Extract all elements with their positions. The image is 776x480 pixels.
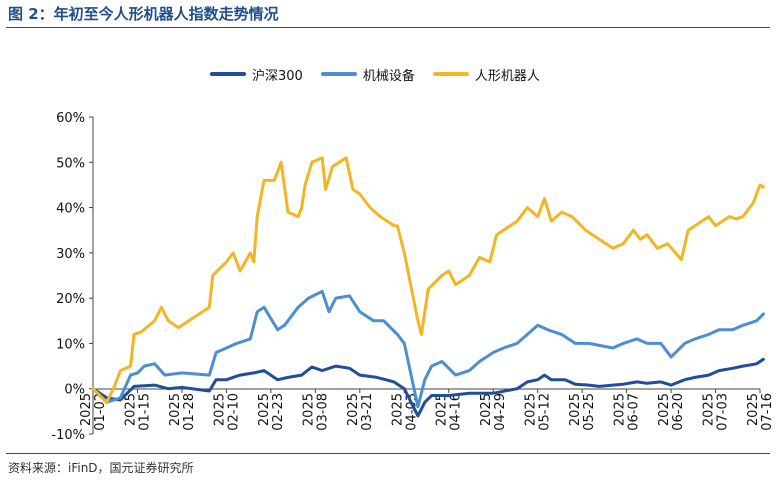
x-tick-label-date: 05-12 xyxy=(538,393,553,431)
x-tick-label-date: 01-02 xyxy=(93,393,108,431)
x-tick-label-date: 07-03 xyxy=(716,393,731,431)
x-tick-label-date: 02-23 xyxy=(271,393,286,431)
y-tick-label: 40% xyxy=(56,202,85,217)
x-tick-label: 2025 01-02 xyxy=(79,393,108,431)
x-tick-label-year: 2025 xyxy=(301,393,316,426)
x-tick-label: 2025 04-29 xyxy=(479,393,508,431)
x-tick-label-year: 2025 xyxy=(613,393,628,426)
x-tick-label: 2025 01-15 xyxy=(123,393,152,431)
x-tick-label: 2025 03-21 xyxy=(346,393,375,431)
x-tick-label-year: 2025 xyxy=(657,393,672,426)
x-tick-label-year: 2025 xyxy=(568,393,583,426)
x-tick-label-year: 2025 xyxy=(479,393,494,426)
legend-label-humanoid: 人形机器人 xyxy=(474,68,540,84)
chart-legend: 沪深300 机械设备 人形机器人 xyxy=(210,64,540,84)
x-tick-label-year: 2025 xyxy=(746,393,761,426)
x-tick-label-date: 04-29 xyxy=(493,393,508,431)
x-tick-label: 2025 05-12 xyxy=(524,393,553,431)
x-tick-label-year: 2025 xyxy=(346,393,361,426)
x-tick-label: 2025 06-07 xyxy=(613,393,642,431)
legend-item-hs300: 沪深300 xyxy=(210,65,303,84)
y-tick-label: 60% xyxy=(56,111,85,126)
series-line-1 xyxy=(91,289,765,409)
legend-swatch-hs300 xyxy=(210,72,246,76)
legend-label-hs300: 沪深300 xyxy=(252,68,303,84)
y-tick-label: -10% xyxy=(51,428,85,443)
x-tick-label-year: 2025 xyxy=(702,393,717,426)
x-tick-label: 2025 03-08 xyxy=(301,393,330,431)
x-tick-label-year: 2025 xyxy=(212,393,227,426)
x-tick-label-year: 2025 xyxy=(168,393,183,426)
y-tick-label: 10% xyxy=(56,337,85,352)
footer-divider xyxy=(6,453,770,454)
x-tick-label-year: 2025 xyxy=(79,393,94,426)
legend-item-humanoid: 人形机器人 xyxy=(432,65,540,84)
x-tick-label-date: 07-16 xyxy=(760,393,775,431)
x-tick-label: 2025 02-10 xyxy=(212,393,241,431)
x-tick-label: 2025 07-16 xyxy=(746,393,775,431)
x-tick-label-date: 05-25 xyxy=(582,393,597,431)
x-tick-label: 2025 02-23 xyxy=(257,393,286,431)
x-tick-label-year: 2025 xyxy=(390,393,405,426)
x-tick-label-date: 06-20 xyxy=(671,393,686,431)
x-tick-label-date: 03-21 xyxy=(360,393,375,431)
legend-swatch-humanoid xyxy=(432,72,469,76)
y-tick-label: 20% xyxy=(56,292,85,307)
figure-title: 图 2：年初至今人形机器人指数走势情况 xyxy=(8,5,279,23)
y-tick-label: 50% xyxy=(56,156,85,171)
x-tick-label: 2025 05-25 xyxy=(568,393,597,431)
x-tick-label: 2025 04-16 xyxy=(435,393,464,431)
x-tick-label: 2025 01-28 xyxy=(168,393,197,431)
x-tick-label: 2025 07-03 xyxy=(702,393,731,431)
x-tick-label-date: 01-15 xyxy=(137,393,152,431)
x-tick-label-year: 2025 xyxy=(435,393,450,426)
title-divider xyxy=(6,27,770,28)
series-line-0 xyxy=(91,357,765,418)
x-tick-label-date: 02-10 xyxy=(226,393,241,431)
legend-item-machinery: 机械设备 xyxy=(320,65,415,84)
source-note: 资料来源：iFinD，国元证券研究所 xyxy=(8,461,194,475)
y-tick-label: 0% xyxy=(64,383,85,398)
y-tick-label: 30% xyxy=(56,247,85,262)
x-tick-label-date: 01-28 xyxy=(182,393,197,431)
x-tick-label-date: 04-16 xyxy=(449,393,464,431)
series-line-2 xyxy=(91,156,765,404)
x-tick-label-year: 2025 xyxy=(257,393,272,426)
x-tick-label-date: 06-07 xyxy=(627,393,642,431)
legend-label-machinery: 机械设备 xyxy=(362,68,415,84)
x-tick-label-year: 2025 xyxy=(524,393,539,426)
legend-swatch-machinery xyxy=(320,72,357,76)
x-tick-label-date: 03-08 xyxy=(315,393,330,431)
x-tick-label: 2025 06-20 xyxy=(657,393,686,431)
x-tick-label-year: 2025 xyxy=(123,393,138,426)
